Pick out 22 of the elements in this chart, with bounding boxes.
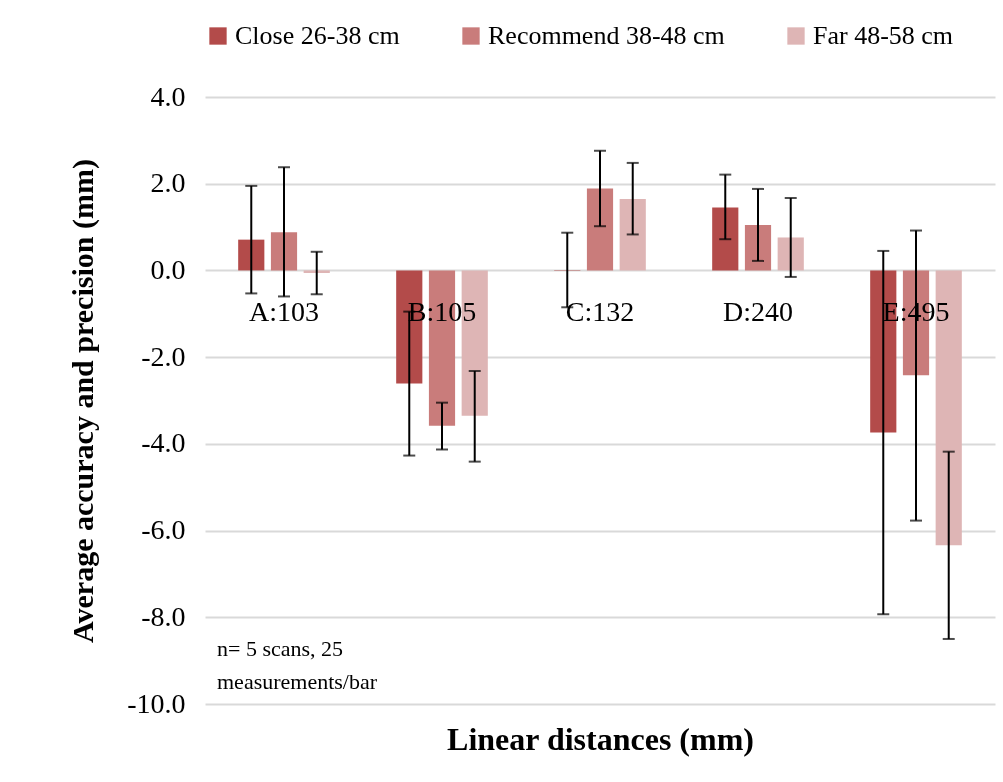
y-tick-label: -6.0 [141, 514, 186, 546]
bar [586, 188, 614, 271]
y-tick-label: 4.0 [150, 80, 186, 112]
legend-label: Close 26-38 cm [235, 21, 400, 50]
x-tick-label: D:240 [723, 296, 793, 328]
y-tick-label: -4.0 [141, 427, 186, 459]
legend-label: Recommend 38-48 cm [488, 21, 725, 50]
x-tick-label: A:103 [249, 296, 319, 328]
y-tick-label: -8.0 [141, 600, 186, 632]
y-axis-title: Average accuracy and precision (mm) [66, 159, 101, 643]
y-tick-label: -2.0 [141, 340, 186, 372]
bar [303, 270, 330, 274]
annotation: n= 5 scans, 25 measurements/bar [217, 636, 378, 694]
bar [619, 198, 646, 271]
bar [712, 207, 739, 271]
legend-label: Far 48-58 cm [813, 21, 954, 50]
y-tick-label: 2.0 [150, 167, 186, 199]
y-tick-label: -10.0 [127, 687, 186, 719]
x-tick-label: C:132 [565, 296, 635, 328]
bar [777, 237, 804, 271]
x-axis-title: Linear distances (mm) [447, 720, 754, 757]
y-tick-label: 0.0 [150, 253, 186, 285]
